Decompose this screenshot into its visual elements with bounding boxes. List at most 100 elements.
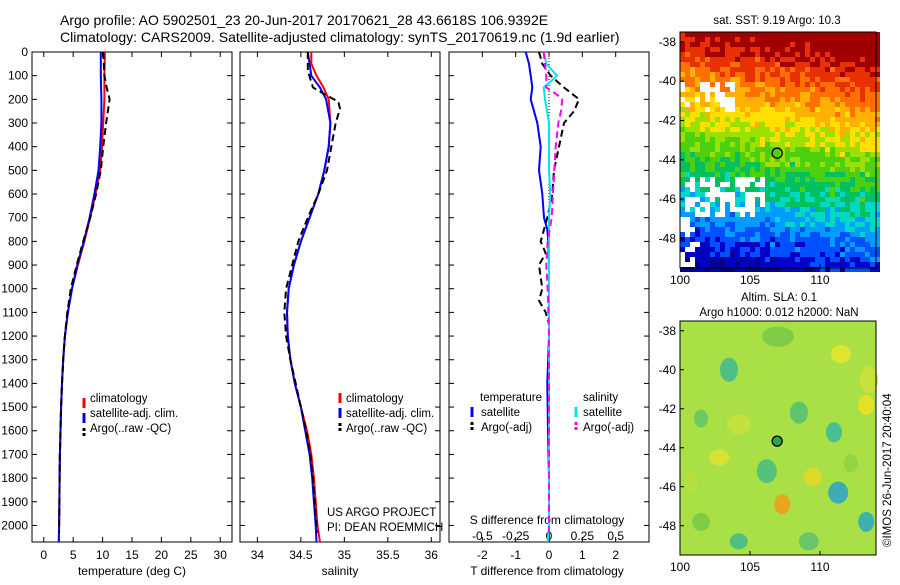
sst-cell bbox=[825, 32, 830, 37]
sst-cell bbox=[765, 57, 770, 62]
sst-cell bbox=[825, 52, 830, 57]
sst-cell bbox=[770, 202, 775, 207]
sst-cell bbox=[765, 82, 770, 87]
sst-cell bbox=[835, 57, 840, 62]
sst-cell bbox=[760, 37, 765, 42]
sst-cell bbox=[825, 252, 830, 257]
sst-cell bbox=[730, 172, 735, 177]
sst-cell bbox=[875, 137, 880, 142]
sst-cell bbox=[770, 232, 775, 237]
sst-cell bbox=[715, 127, 720, 132]
sst-cell bbox=[735, 167, 740, 172]
sst-cell bbox=[730, 177, 735, 182]
sst-cell bbox=[865, 72, 870, 77]
sst-cell bbox=[805, 212, 810, 217]
sst-cell bbox=[840, 137, 845, 142]
sst-cell bbox=[805, 252, 810, 257]
sst-cell bbox=[845, 242, 850, 247]
sst-cell bbox=[760, 247, 765, 252]
sst-cell bbox=[860, 122, 865, 127]
sst-cell bbox=[860, 77, 865, 82]
sst-cell bbox=[755, 197, 760, 202]
sst-cell bbox=[870, 52, 875, 57]
sst-cell bbox=[685, 127, 690, 132]
sst-cell bbox=[810, 187, 815, 192]
sst-cell bbox=[775, 102, 780, 107]
sst-cell bbox=[845, 147, 850, 152]
sst-cell bbox=[705, 252, 710, 257]
sst-cell bbox=[765, 142, 770, 147]
sst-cell bbox=[760, 267, 765, 272]
sst-cell bbox=[820, 262, 825, 267]
sst-cell bbox=[865, 192, 870, 197]
x-tick-label: -1 bbox=[510, 548, 521, 562]
sst-cell bbox=[810, 52, 815, 57]
sst-cell bbox=[825, 122, 830, 127]
sst-cell bbox=[715, 242, 720, 247]
sst-cell bbox=[860, 47, 865, 52]
sst-cell bbox=[870, 137, 875, 142]
sst-cell bbox=[805, 152, 810, 157]
sst-cell bbox=[800, 212, 805, 217]
sst-cell bbox=[775, 57, 780, 62]
sst-cell bbox=[690, 57, 695, 62]
sst-cell bbox=[720, 142, 725, 147]
sst-cell bbox=[705, 187, 710, 192]
sst-cell bbox=[840, 147, 845, 152]
sst-cell bbox=[735, 122, 740, 127]
sst-cell bbox=[735, 262, 740, 267]
legend-climatology-label: climatology bbox=[346, 393, 404, 405]
sst-cell bbox=[800, 207, 805, 212]
sst-cell bbox=[745, 222, 750, 227]
sst-cell bbox=[860, 62, 865, 67]
sst-cell bbox=[795, 57, 800, 62]
sst-cell bbox=[775, 267, 780, 272]
sst-cell bbox=[815, 217, 820, 222]
sst-cell bbox=[775, 227, 780, 232]
sst-cell bbox=[805, 267, 810, 272]
sst-cell bbox=[680, 242, 685, 247]
sst-cell bbox=[715, 227, 720, 232]
sst-cell bbox=[865, 57, 870, 62]
sst-cell bbox=[860, 237, 865, 242]
sst-cell bbox=[835, 147, 840, 152]
sst-cell bbox=[720, 77, 725, 82]
sst-cell bbox=[875, 62, 880, 67]
sst-cell bbox=[735, 217, 740, 222]
sst-cell bbox=[705, 262, 710, 267]
sst-cell bbox=[855, 162, 860, 167]
sst-cell bbox=[860, 197, 865, 202]
y-tick-label: -40 bbox=[659, 74, 677, 88]
sst-cell bbox=[725, 32, 730, 37]
sst-cell bbox=[730, 67, 735, 72]
sst-cell bbox=[815, 47, 820, 52]
sst-cell bbox=[835, 262, 840, 267]
sst-cell bbox=[720, 232, 725, 237]
x-tick-label: 105 bbox=[740, 273, 760, 287]
sst-cell bbox=[865, 177, 870, 182]
sst-cell bbox=[790, 147, 795, 152]
x-tick-label: 2 bbox=[612, 548, 619, 562]
sst-cell bbox=[810, 267, 815, 272]
sst-cell bbox=[690, 97, 695, 102]
sla-map-panel: Altim. SLA: 0.1 Argo h1000: 0.012 h2000:… bbox=[659, 292, 878, 574]
sst-cell bbox=[770, 267, 775, 272]
sst-cell bbox=[865, 137, 870, 142]
sst-cell bbox=[820, 132, 825, 137]
sst-cell bbox=[685, 42, 690, 47]
sst-cell bbox=[790, 82, 795, 87]
sst-cell bbox=[775, 97, 780, 102]
sst-cell bbox=[860, 67, 865, 72]
sst-cell bbox=[750, 152, 755, 157]
sst-cell bbox=[800, 127, 805, 132]
sst-cell bbox=[870, 232, 875, 237]
y-tick-label: -38 bbox=[659, 35, 677, 49]
sst-cell bbox=[755, 82, 760, 87]
sst-cell bbox=[695, 142, 700, 147]
sst-cell bbox=[855, 232, 860, 237]
sst-cell bbox=[700, 92, 705, 97]
sst-map-frame bbox=[679, 31, 877, 269]
sst-cell bbox=[690, 157, 695, 162]
sst-cell bbox=[835, 157, 840, 162]
sst-cell bbox=[855, 62, 860, 67]
